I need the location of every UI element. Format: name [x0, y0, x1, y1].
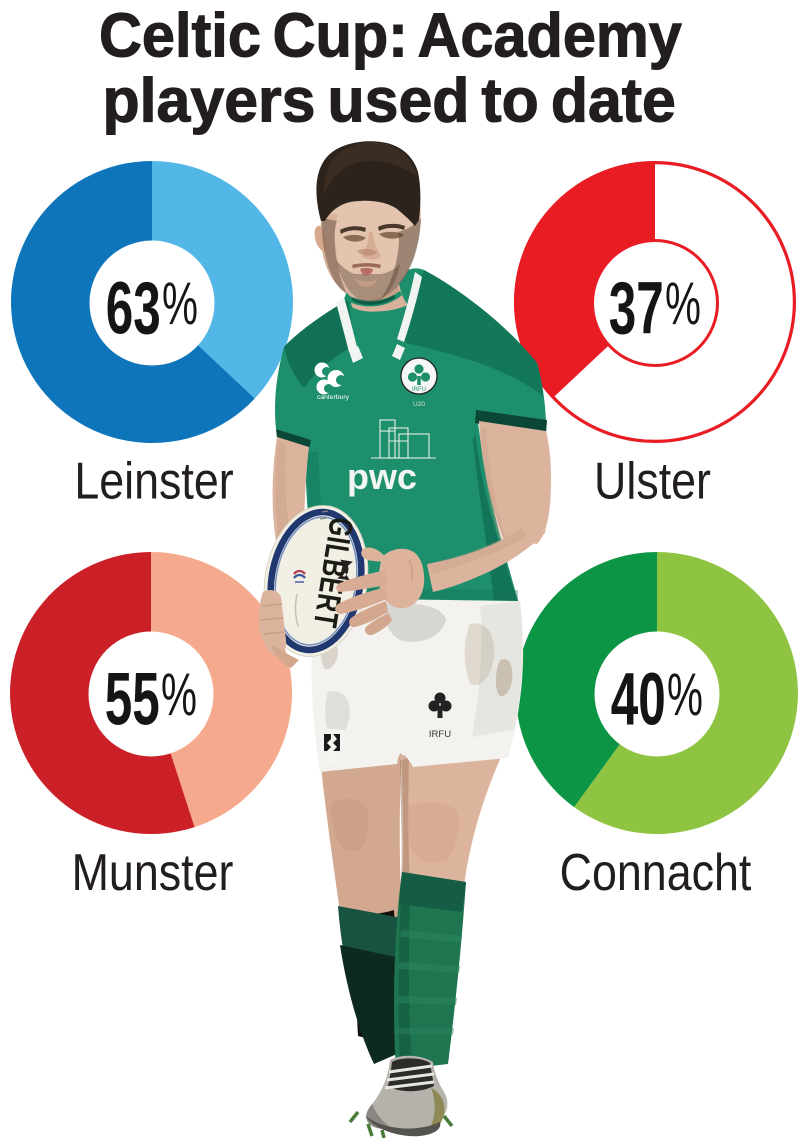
svg-text:Celtic Cup: Academy: Celtic Cup: Academy: [99, 0, 682, 69]
svg-text:%: %: [161, 661, 197, 728]
svg-text:Ulster: Ulster: [594, 453, 711, 511]
svg-text:IRFU: IRFU: [412, 387, 426, 393]
svg-text:%: %: [667, 661, 703, 728]
svg-text:U20: U20: [413, 401, 425, 408]
svg-text:IRFU: IRFU: [429, 729, 451, 740]
svg-text:40: 40: [611, 659, 666, 741]
svg-text:Munster: Munster: [72, 844, 234, 902]
svg-text:Leinster: Leinster: [74, 453, 233, 511]
svg-text:players used to date: players used to date: [103, 66, 676, 136]
svg-text:canterbury: canterbury: [317, 394, 350, 401]
svg-text:63: 63: [106, 268, 161, 350]
svg-text:pwc: pwc: [347, 456, 417, 497]
svg-text:Connacht: Connacht: [560, 844, 752, 902]
svg-text:55: 55: [105, 659, 160, 741]
svg-text:%: %: [162, 270, 198, 337]
svg-text:37: 37: [609, 268, 664, 350]
svg-text:%: %: [665, 270, 701, 337]
